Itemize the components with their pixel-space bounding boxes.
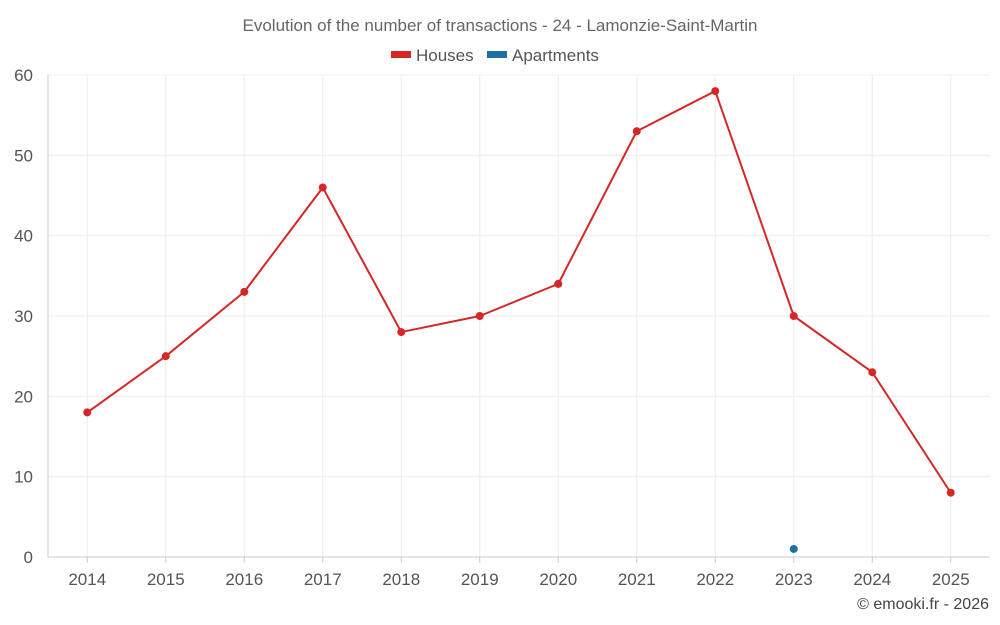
legend-swatch-houses[interactable] — [391, 51, 411, 58]
y-tick-label: 40 — [14, 227, 33, 246]
x-tick-label: 2019 — [461, 570, 499, 589]
grid — [48, 74, 990, 558]
data-point-houses[interactable] — [946, 488, 955, 497]
y-tick-label: 30 — [14, 307, 33, 326]
data-point-houses[interactable] — [789, 312, 798, 320]
x-tick-label: 2020 — [539, 570, 577, 589]
legend-label-apartments[interactable]: Apartments — [512, 46, 599, 65]
data-point-houses[interactable] — [318, 183, 327, 192]
x-tick-label: 2017 — [304, 570, 342, 589]
x-tick-label: 2014 — [68, 570, 106, 589]
x-tick-label: 2016 — [225, 570, 263, 589]
legend-swatch-apartments[interactable] — [487, 51, 507, 58]
x-tick-label: 2024 — [853, 570, 891, 589]
data-point-houses[interactable] — [711, 87, 720, 96]
data-point-houses[interactable] — [161, 352, 170, 361]
legend-label-houses[interactable]: Houses — [416, 46, 474, 65]
data-point-houses[interactable] — [397, 328, 406, 337]
y-tick-label: 10 — [14, 468, 33, 487]
x-tick-label: 2021 — [618, 570, 656, 589]
legend: Houses Apartments — [391, 46, 599, 65]
x-tick-label: 2025 — [932, 570, 970, 589]
data-point-houses[interactable] — [868, 368, 877, 377]
series-line-houses — [86, 90, 952, 494]
chart-title: Evolution of the number of transactions … — [243, 16, 758, 35]
data-point-houses[interactable] — [632, 127, 641, 136]
y-tick-label: 50 — [14, 146, 33, 165]
footer-credit: © emooki.fr - 2026 — [857, 596, 989, 613]
y-tick-label: 0 — [24, 548, 33, 567]
y-axis: 0 10 20 30 40 50 60 — [14, 66, 49, 567]
x-axis: 2014 2015 2016 2017 2018 2019 2020 2021 2022 2023… — [48, 556, 990, 589]
y-tick-label: 60 — [14, 66, 33, 85]
y-tick-label: 20 — [14, 387, 33, 406]
series — [83, 87, 955, 553]
data-point-houses[interactable] — [554, 279, 563, 288]
data-point-houses[interactable] — [83, 408, 92, 417]
data-point-houses[interactable] — [475, 312, 484, 320]
x-tick-label: 2022 — [696, 570, 734, 589]
x-tick-label: 2015 — [147, 570, 185, 589]
data-point-houses[interactable] — [240, 287, 249, 296]
data-point-apartments[interactable] — [789, 544, 798, 553]
x-tick-label: 2018 — [382, 570, 420, 589]
x-tick-label: 2023 — [775, 570, 813, 589]
